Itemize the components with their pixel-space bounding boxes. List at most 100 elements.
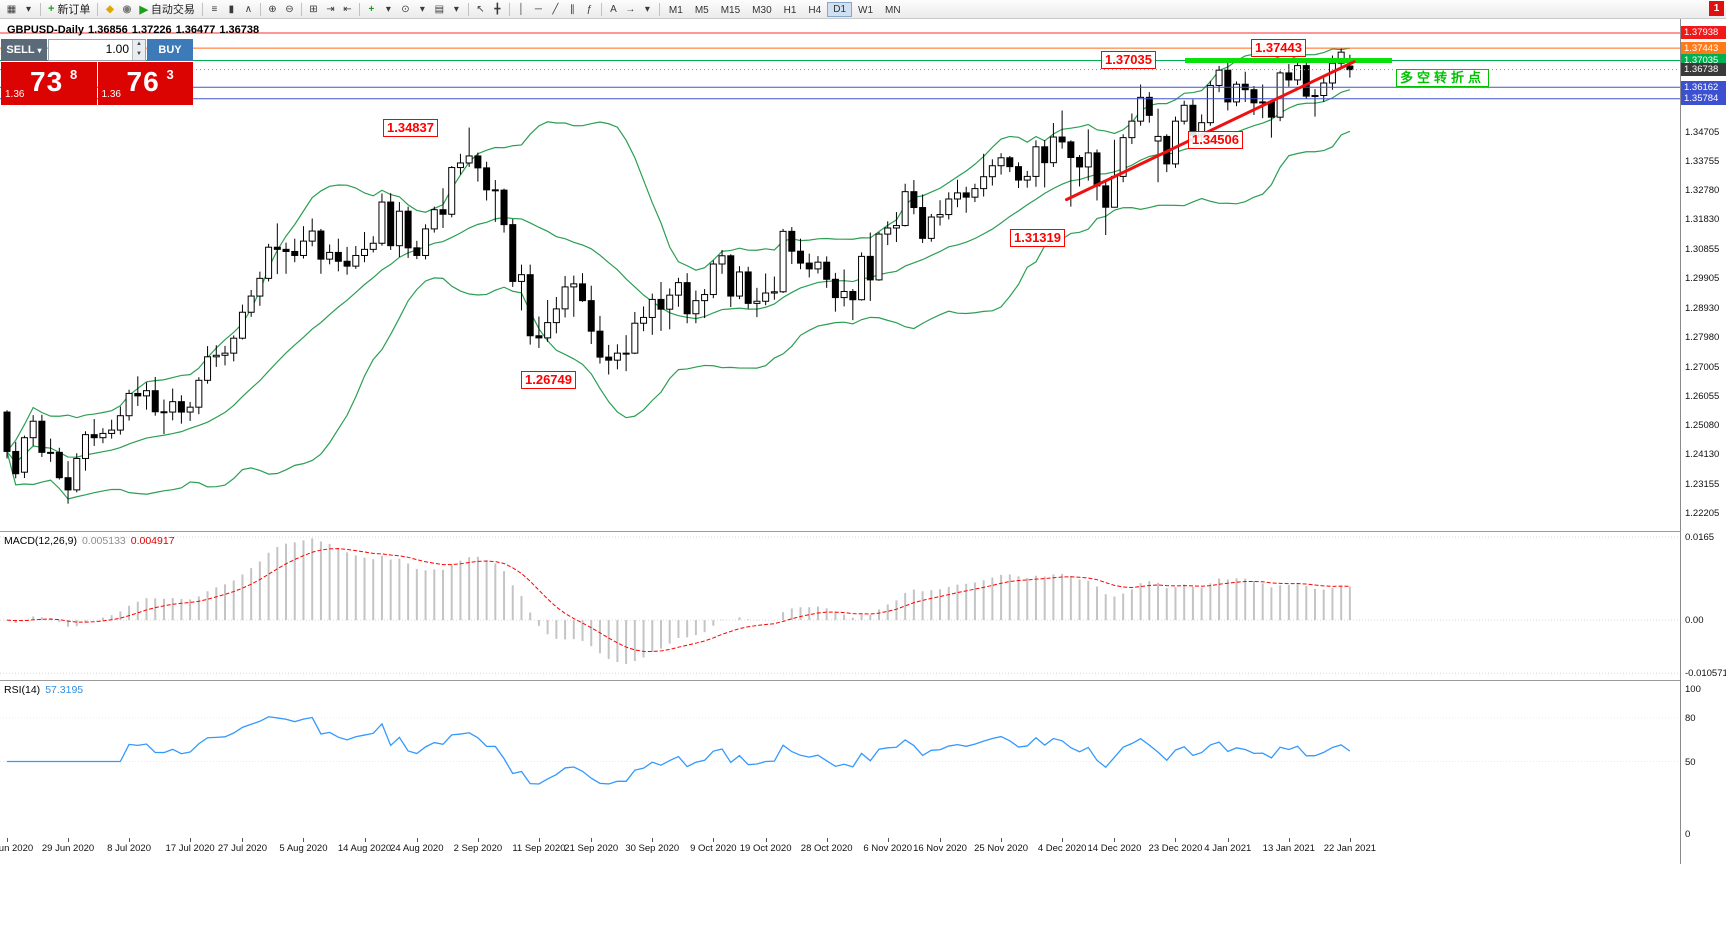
price-badge: 1.37938 (1681, 26, 1726, 40)
ask-big-digits: 76 (126, 66, 160, 97)
time-axis-tick (1114, 838, 1116, 842)
time-axis-label: 24 Aug 2020 (390, 843, 444, 854)
rsi-value: 57.3195 (45, 684, 84, 696)
bid-price-tile[interactable]: 1.36 73 8 (1, 62, 97, 105)
crosshair-icon[interactable]: ╋ (494, 3, 501, 15)
trendline-icon[interactable]: ╱ (552, 3, 559, 15)
arrow-objects-icon[interactable]: → (625, 3, 636, 15)
templates-dropdown-icon[interactable]: ▾ (453, 3, 459, 15)
timeframe-button-m30[interactable]: M30 (752, 4, 772, 16)
timeframe-button-h4[interactable]: H4 (808, 4, 822, 16)
sell-button[interactable]: SELL ▾ (1, 39, 47, 61)
timeframe-button-d1[interactable]: D1 (827, 1, 853, 17)
time-axis-label: 4 Dec 2020 (1037, 843, 1087, 854)
price-axis-label: 1.26055 (1685, 390, 1720, 402)
indicators-dropdown-icon[interactable]: ▾ (385, 3, 391, 15)
text-label-icon[interactable]: A (610, 3, 617, 15)
periods-icon[interactable]: ⊙ (401, 3, 410, 15)
rsi-axis-label: 50 (1685, 756, 1696, 768)
time-axis-label: 4 Jan 2021 (1204, 843, 1252, 854)
notification-badge[interactable]: 1 (1709, 1, 1724, 16)
vertical-line-icon[interactable]: │ (518, 3, 525, 15)
price-axis[interactable]: 1.34705 1.33755 1.32780 1.31830 1.30855 1.299… (1680, 18, 1726, 864)
time-axis-tick (7, 838, 8, 842)
timeframe-button-mn[interactable]: MN (885, 4, 901, 16)
time-axis-label: 21 Sep 2020 (564, 843, 619, 854)
price-badge: 1.35784 (1681, 92, 1726, 106)
macd-value-signal: 0.004917 (130, 535, 175, 547)
timeframe-button-m15[interactable]: M15 (720, 4, 741, 16)
time-axis-tick (416, 838, 418, 842)
trendline[interactable] (1064, 60, 1356, 202)
buy-button[interactable]: BUY (147, 39, 193, 61)
macd-axis-label: 0.00 (1685, 615, 1704, 627)
periods-dropdown-icon[interactable]: ▾ (419, 3, 425, 15)
price-axis-label: 1.31830 (1685, 214, 1720, 226)
rsi-indicator-panel[interactable] (0, 681, 1680, 838)
chart-ohlc-readout: GBPUSD-Daily 1.36856 1.37226 1.36477 1.36738 (7, 24, 263, 36)
time-axis-tick (1288, 838, 1290, 842)
time-axis-tick (887, 838, 889, 842)
price-axis-label: 1.24130 (1685, 449, 1720, 461)
time-axis-tick (1227, 838, 1229, 842)
time-axis-tick (940, 838, 942, 842)
volume-field[interactable]: 1.00 ▲ ▼ (48, 39, 146, 61)
chart-list-dropdown-icon[interactable]: ▾ (25, 3, 32, 15)
tile-windows-icon[interactable]: ⊞ (309, 3, 318, 15)
autotrading-button[interactable]: ▶ 自动交易 (135, 1, 198, 17)
market-watch-icon[interactable]: ◉ (122, 3, 132, 15)
macd-indicator-panel[interactable] (0, 532, 1680, 680)
time-axis-label: 2 Sep 2020 (453, 843, 503, 854)
time-axis-label: 19 Oct 2020 (739, 843, 792, 854)
time-axis[interactable]: 18 Jun 2020 29 Jun 2020 8 Jul 2020 17 Jul 2… (0, 838, 1680, 864)
rsi-axis-label: 100 (1685, 684, 1701, 695)
timeframe-button-w1[interactable]: W1 (858, 4, 874, 16)
new-order-button-icon: + (48, 3, 55, 15)
templates-icon[interactable]: ▤ (434, 3, 445, 15)
bollinger-lower-band (6, 130, 1351, 500)
new-chart-icon[interactable]: ▦ (6, 3, 17, 15)
channel-icon[interactable]: ∥ (569, 3, 575, 15)
time-axis-tick (538, 838, 540, 842)
panel-separator[interactable] (0, 680, 1726, 681)
volume-down-icon[interactable]: ▼ (133, 50, 145, 60)
price-chart[interactable] (0, 18, 1680, 532)
volume-value[interactable]: 1.00 (105, 42, 129, 56)
chart-high: 1.37226 (131, 24, 172, 36)
panel-separator[interactable] (0, 531, 1726, 532)
candlestick-chart-icon[interactable]: ▮ (228, 3, 235, 15)
toolbar-separator (508, 2, 510, 16)
new-order-button[interactable]: + 新订单 (44, 1, 94, 17)
auto-scroll-icon[interactable]: ⇥ (326, 3, 335, 15)
ask-price-tile[interactable]: 1.36 76 3 (97, 62, 193, 105)
price-axis-label: 1.28930 (1685, 302, 1720, 314)
rsi-label: RSI(14) 57.3195 (4, 684, 88, 696)
chart-shift-icon[interactable]: ⇤ (343, 3, 352, 15)
time-axis-tick (303, 838, 305, 842)
time-axis-label: 13 Jan 2021 (1262, 843, 1315, 854)
objects-dropdown-icon[interactable]: ▾ (644, 3, 650, 15)
zoom-out-icon[interactable]: ⊖ (285, 3, 294, 15)
time-axis-label: 22 Jan 2021 (1323, 843, 1377, 854)
bid-base: 1.36 (5, 89, 25, 100)
cursor-icon[interactable]: ↖ (476, 3, 485, 15)
price-axis-label: 1.32780 (1685, 185, 1720, 197)
fibonacci-icon[interactable]: ƒ (586, 3, 593, 15)
bar-chart-icon[interactable]: ≡ (211, 3, 218, 15)
time-axis-tick (68, 838, 70, 842)
time-axis-tick (591, 838, 593, 842)
timeframe-button-m5[interactable]: M5 (694, 4, 709, 16)
volume-up-icon[interactable]: ▲ (133, 40, 145, 50)
timeframe-button-m1[interactable]: M1 (668, 4, 683, 16)
toolbar-separator (300, 2, 302, 16)
zoom-in-icon[interactable]: ⊕ (268, 3, 277, 15)
metaeditor-icon[interactable]: ◆ (106, 3, 114, 15)
macd-axis-label: 0.0165 (1685, 532, 1715, 544)
time-axis-tick (652, 838, 654, 842)
indicators-icon[interactable]: + (368, 3, 375, 15)
timeframe-button-h1[interactable]: H1 (783, 4, 797, 16)
macd-label: MACD(12,26,9) 0.005133 0.004917 (4, 535, 180, 547)
horizontal-line-icon[interactable]: ─ (534, 3, 542, 15)
volume-stepper: ▲ ▼ (132, 40, 145, 60)
line-chart-icon[interactable]: ∧ (244, 3, 253, 15)
